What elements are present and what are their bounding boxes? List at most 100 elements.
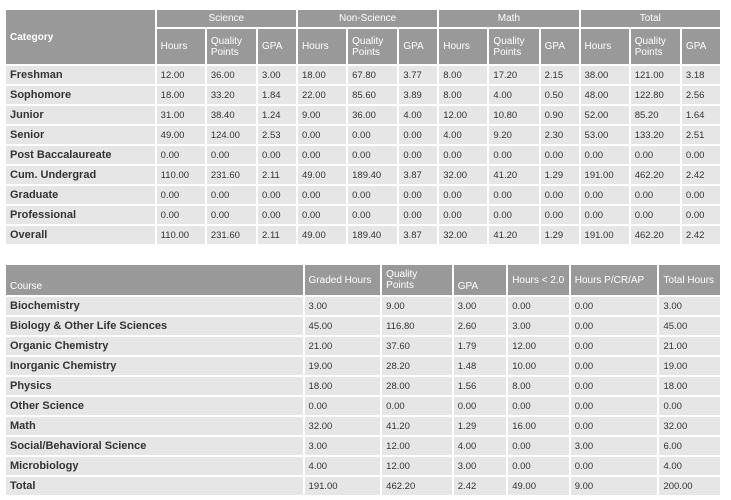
row-label: Senior [6,126,155,144]
table-cell: 0.00 [297,206,347,224]
table-cell: 2.53 [258,126,296,144]
table-cell: 200.00 [659,477,720,495]
table-cell: 1.64 [681,106,720,124]
summary-row: Junior 31.00 38.40 1.24 9.00 36.00 4.00 12.00 10… [6,106,720,124]
table-cell: 12.00 [382,457,452,475]
table-cell: 0.00 [540,186,579,204]
row-label: Freshman [6,66,155,84]
table-cell: 48.00 [580,86,629,104]
table-cell: 1.24 [258,106,296,124]
table-cell: 49.00 [297,166,347,184]
table-cell: 9.00 [382,297,452,315]
table-cell: 9.00 [297,106,347,124]
table-cell: 3.00 [453,297,507,315]
table-cell: 0.00 [570,317,658,335]
table-cell: 38.40 [206,106,257,124]
table-cell: 0.00 [570,417,658,435]
table-cell: 53.00 [580,126,629,144]
table-cell: 0.00 [206,146,257,164]
table-cell: 4.00 [453,437,507,455]
table-cell: 462.20 [382,477,452,495]
table-cell: 0.00 [630,146,680,164]
table-cell: 32.00 [439,166,488,184]
category-header: Category [6,10,155,64]
row-label: Post Baccalaureate [6,146,155,164]
table-cell: 0.00 [206,206,257,224]
row-label: Junior [6,106,155,124]
table-cell: 1.29 [540,166,579,184]
table-cell: 36.00 [348,106,398,124]
table-cell: 2.11 [258,226,296,244]
table-cell: 38.00 [580,66,629,84]
group-header-row: Category Science Non-Science Math Total [6,10,720,64]
table-cell: 3.89 [399,86,438,104]
table-cell: 0.00 [570,357,658,375]
table-cell: 0.00 [659,397,720,415]
row-label: Overall [6,226,155,244]
table-cell: 0.00 [508,457,569,475]
table-cell: 0.00 [156,206,205,224]
table-cell: 2.60 [453,317,507,335]
table-cell: 52.00 [580,106,629,124]
table-cell: 36.00 [206,66,257,84]
group-header-science: Science [156,10,296,27]
table-cell: 0.00 [580,206,629,224]
table-cell: 0.50 [540,86,579,104]
table-cell: 191.00 [304,477,381,495]
table-cell: 189.40 [348,226,398,244]
table-cell: 28.20 [382,357,452,375]
table-cell: 0.00 [453,397,507,415]
course-header-row: Course Graded Hours Quality Points GPA H… [6,265,720,295]
table-cell: 0.00 [399,206,438,224]
table-cell: 0.00 [156,186,205,204]
table-cell: 1.29 [540,226,579,244]
table-cell: 1.29 [453,417,507,435]
table-cell: 85.20 [630,106,680,124]
math-hours-header: Hours [439,29,488,64]
table-cell: 0.00 [570,457,658,475]
table-cell: 0.00 [439,186,488,204]
table-cell: 21.00 [659,337,720,355]
table-cell: 3.77 [399,66,438,84]
table-cell: 2.42 [681,226,720,244]
table-cell: 18.00 [297,66,347,84]
row-label: Math [6,417,303,435]
table-cell: 85.60 [348,86,398,104]
table-cell: 0.00 [580,186,629,204]
gpa-header: GPA [453,265,507,295]
table-cell: 0.00 [348,186,398,204]
table-cell: 49.00 [297,226,347,244]
summary-body: Freshman 12.00 36.00 3.00 18.00 67.80 3.77 8.00… [6,66,720,244]
group-header-math: Math [439,10,579,27]
table-cell: 0.00 [489,146,539,164]
table-cell: 122.80 [630,86,680,104]
table-cell: 116.80 [382,317,452,335]
table-cell: 0.00 [439,206,488,224]
row-label: Graduate [6,186,155,204]
row-label: Physics [6,377,303,395]
table-cell: 0.00 [297,146,347,164]
gpa-summary-table: Category Science Non-Science Math Total … [4,8,722,246]
total-gpa-header: GPA [681,29,720,64]
course-row: Biochemistry 3.00 9.00 3.00 0.00 0.00 3.00 [6,297,720,315]
table-cell: 0.00 [348,126,398,144]
table-cell: 8.00 [439,66,488,84]
table-cell: 10.80 [489,106,539,124]
table-cell: 231.60 [206,226,257,244]
total-hours-header: Hours [580,29,629,64]
table-cell: 49.00 [156,126,205,144]
math-quality-points-header: Quality Points [489,29,539,64]
table-cell: 0.00 [399,146,438,164]
table-cell: 3.00 [304,297,381,315]
table-cell: 0.00 [630,186,680,204]
table-cell: 19.00 [304,357,381,375]
group-header-total: Total [580,10,720,27]
table-cell: 2.11 [258,166,296,184]
table-cell: 3.00 [508,317,569,335]
table-cell: 0.00 [348,146,398,164]
table-cell: 9.20 [489,126,539,144]
table-cell: 3.00 [453,457,507,475]
table-cell: 191.00 [580,166,629,184]
table-cell: 0.00 [348,206,398,224]
table-cell: 462.20 [630,166,680,184]
